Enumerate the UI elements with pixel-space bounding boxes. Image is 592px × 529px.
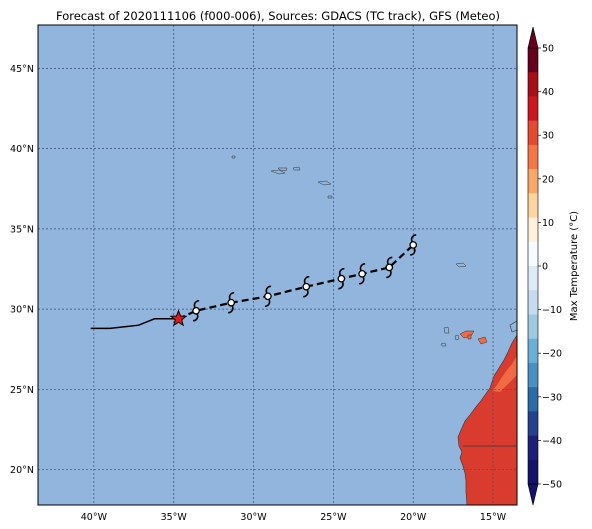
colorbar-band xyxy=(528,72,538,97)
colorbar-band xyxy=(528,266,538,291)
ocean xyxy=(38,25,517,505)
colorbar-band xyxy=(528,120,538,146)
land-warm-band xyxy=(492,356,517,392)
tropical-storm-icon xyxy=(337,267,346,290)
longitude-tick-labels: 40°W 35°W 30°W 25°W 20°W 15°W xyxy=(81,512,507,523)
colorbar-band xyxy=(528,48,538,73)
colorbar-bottom-arrow xyxy=(527,483,539,506)
madeira xyxy=(455,262,467,268)
forecast-storm-symbols xyxy=(192,234,418,322)
colorbar-band xyxy=(528,435,538,461)
colorbar-band xyxy=(528,314,538,339)
colorbar-band xyxy=(528,362,538,388)
tropical-storm-icon xyxy=(358,263,366,285)
tropical-storm-icon xyxy=(409,234,418,256)
colorbar-tick-label: −10 xyxy=(542,305,562,316)
iberia-coast xyxy=(509,320,517,333)
colorbar-tick-label: −20 xyxy=(542,349,562,360)
lat-tick-label: 20°N xyxy=(10,465,34,476)
lat-tick-label: 30°N xyxy=(10,305,34,316)
azores-islands xyxy=(231,155,333,199)
colorbar-tick-label: 10 xyxy=(542,218,554,229)
colorbar-band xyxy=(528,411,538,436)
colorbar-tick-label: 40 xyxy=(542,87,554,98)
lon-tick-label: 40°W xyxy=(81,512,108,523)
map-frame xyxy=(37,24,518,506)
colorbar-tick-label: −30 xyxy=(542,392,562,403)
colorbar-band xyxy=(528,290,538,315)
colorbar-tick-label: 0 xyxy=(542,262,548,273)
tropical-storm-icon xyxy=(302,275,311,298)
colorbar-band xyxy=(528,169,538,194)
colorbar-band xyxy=(528,217,538,243)
canary-islands xyxy=(440,326,488,347)
lat-tick-label: 45°N xyxy=(10,64,34,75)
colorbar-tick-label: 30 xyxy=(542,131,554,142)
lat-tick-label: 35°N xyxy=(10,224,34,235)
lon-tick-label: 20°W xyxy=(400,512,427,523)
lon-tick-label: 30°W xyxy=(240,512,267,523)
colorbar-top-arrow xyxy=(527,26,539,49)
tc-track xyxy=(90,234,418,330)
colorbar-band xyxy=(528,338,538,364)
colorbar-band xyxy=(528,193,538,218)
lat-tick-label: 25°N xyxy=(10,385,34,396)
past-track-line xyxy=(90,318,179,330)
map-title: Forecast of 2020111106 (f000-006), Sourc… xyxy=(56,9,500,23)
colorbar-tick-labels: 50 40 30 20 10 0 −10 −20 −30 −40 −50 xyxy=(538,44,562,491)
colorbar-band xyxy=(528,241,538,267)
tropical-storm-icon xyxy=(192,299,200,322)
colorbar-bands xyxy=(528,48,538,485)
lon-tick-label: 25°W xyxy=(320,512,347,523)
colorbar-band xyxy=(528,387,538,412)
latitude-tick-labels: 20°N 25°N 30°N 35°N 40°N 45°N xyxy=(10,64,34,476)
colorbar: 50 40 30 20 10 0 −10 −20 −30 −40 −50 Max Temperatu… xyxy=(527,26,580,506)
tropical-storm-icon xyxy=(385,256,394,279)
colorbar-band xyxy=(528,459,538,485)
gridlines xyxy=(38,25,517,505)
colorbar-tick-label: −40 xyxy=(542,436,562,447)
lat-tick-label: 40°N xyxy=(10,144,34,155)
map-panel: 40°W 35°W 30°W 25°W 20°W 15°W 20°N 25°N 30°N 35°… xyxy=(10,24,518,523)
tropical-storm-icon xyxy=(264,285,272,308)
lon-tick-label: 35°W xyxy=(161,512,188,523)
colorbar-tick-label: 50 xyxy=(542,44,554,55)
tropical-storm-icon xyxy=(227,291,236,314)
colorbar-label: Max Temperature (°C) xyxy=(569,211,580,321)
colorbar-band xyxy=(528,144,538,170)
colorbar-tick-label: 20 xyxy=(542,174,554,185)
current-position-star xyxy=(169,309,188,327)
colorbar-band xyxy=(528,96,538,121)
colorbar-tick-label: −50 xyxy=(542,480,562,491)
lon-tick-label: 15°W xyxy=(480,512,507,523)
